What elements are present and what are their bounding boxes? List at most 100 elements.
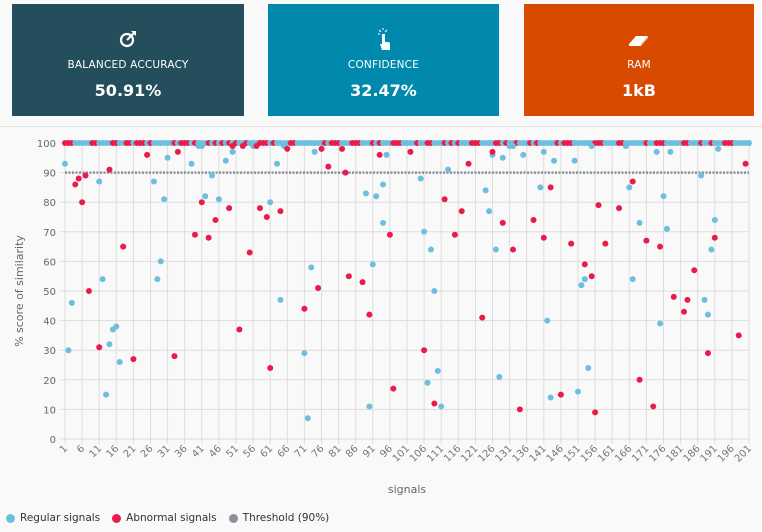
abnormal-signal-point (345, 273, 352, 280)
regular-signal-point (698, 172, 705, 179)
legend-abnormal[interactable]: Abnormal signals (112, 512, 217, 524)
chart-panel (0, 126, 762, 532)
regular-signal-point (362, 190, 369, 197)
regular-signal-point (267, 199, 274, 206)
target-arrow-icon (12, 28, 244, 50)
regular-signal-point (383, 151, 390, 158)
regular-signal-point (667, 148, 674, 155)
abnormal-signal-point (325, 163, 332, 170)
abnormal-signal-point (421, 347, 428, 354)
regular-signal-point (445, 166, 452, 173)
abnormal-signal-point (670, 293, 677, 300)
regular-signal-point (164, 154, 171, 161)
regular-signal-point (417, 175, 424, 182)
legend: Regular signals Abnormal signals Thresho… (6, 512, 329, 524)
abnormal-signal-point (441, 196, 448, 203)
y-tick-label: 90 (43, 169, 56, 180)
regular-signal-point (427, 246, 434, 253)
abnormal-signal-point (629, 178, 636, 185)
x-tick-label: 196 (716, 443, 737, 464)
regular-signal-point (103, 391, 110, 398)
abnormal-signal-point (568, 240, 575, 247)
legend-dot (6, 513, 15, 523)
abnormal-signal-point (540, 234, 547, 241)
regular-signal-point (113, 323, 120, 330)
abnormal-signal-point (592, 409, 599, 416)
legend-dot (112, 513, 122, 523)
regular-signal-point (274, 160, 281, 167)
abnormal-signal-point (390, 385, 397, 392)
abnormal-signal-point (742, 160, 749, 167)
regular-signal-point (380, 181, 387, 188)
y-tick-label: 0 (50, 435, 56, 446)
abnormal-signal-point (684, 296, 691, 303)
regular-signal-point (660, 193, 667, 200)
x-tick-label: 136 (511, 443, 532, 464)
abnormal-signal-point (191, 231, 198, 238)
regular-signal-point (215, 196, 222, 203)
x-tick-label: 46 (207, 443, 224, 460)
abnormal-signal-point (557, 391, 564, 398)
abnormal-signal-point (359, 279, 366, 286)
abnormal-signal-point (144, 151, 151, 158)
abnormal-signal-point (253, 142, 260, 149)
x-tick-label: 21 (122, 443, 139, 460)
x-tick-label: 151 (562, 443, 583, 464)
abnormal-signal-point (263, 214, 270, 220)
regular-signal-point (585, 364, 592, 371)
regular-signal-point (304, 415, 311, 422)
regular-signal-point (636, 219, 643, 226)
regular-signal-point (434, 367, 441, 374)
regular-signal-point (581, 276, 588, 283)
abnormal-signal-point (366, 311, 373, 318)
y-tick-label: 40 (43, 317, 56, 328)
x-tick-label: 186 (682, 443, 703, 464)
abnormal-signal-point (96, 344, 103, 351)
card-label: RAM (627, 59, 651, 71)
legend-regular[interactable]: Regular signals (6, 512, 100, 524)
regular-signal-point (499, 154, 506, 161)
regular-signal-point (277, 296, 284, 303)
regular-signal-point (657, 320, 664, 327)
x-tick-label: 201 (733, 443, 754, 464)
x-tick-label: 66 (276, 443, 293, 460)
abnormal-signal-point (386, 231, 393, 238)
x-tick-label: 166 (613, 443, 634, 464)
regular-signal-point (715, 145, 722, 152)
legend-dot (228, 513, 238, 523)
regular-signal-point (154, 276, 161, 283)
regular-signal-point (622, 142, 629, 149)
card-value: 32.47% (350, 81, 417, 100)
y-tick-label: 50 (43, 287, 56, 298)
abnormal-signal-point (239, 142, 246, 149)
y-tick-label: 60 (43, 257, 56, 268)
abnormal-signal-point (256, 205, 263, 212)
abnormal-signal-point (499, 219, 506, 226)
abnormal-signal-point (226, 205, 233, 212)
regular-signal-point (308, 264, 315, 271)
x-tick-label: 131 (493, 443, 514, 464)
regular-signal-point (653, 148, 660, 155)
abnormal-signal-point (602, 240, 609, 247)
abnormal-signal-point (339, 145, 346, 152)
x-tick-label: 6 (75, 443, 87, 455)
card-value: 50.91% (94, 81, 162, 100)
regular-signal-point (496, 373, 503, 380)
abnormal-signal-point (451, 231, 458, 238)
regular-signal-point (222, 157, 229, 164)
abnormal-signal-point (174, 148, 181, 155)
legend-threshold[interactable]: Threshold (90%) (228, 512, 329, 524)
regular-signal-point (96, 178, 103, 185)
regular-signal-point (626, 184, 633, 191)
regular-signal-point (520, 151, 527, 158)
abnormal-signal-point (581, 261, 588, 268)
abnormal-signal-point (681, 308, 688, 315)
x-tick-label: 31 (156, 443, 173, 460)
x-tick-label: 41 (190, 443, 207, 460)
x-tick-label: 86 (344, 443, 361, 460)
regular-signal-point (746, 140, 752, 146)
x-tick-label: 156 (579, 443, 600, 464)
regular-signal-point (229, 148, 236, 155)
abnormal-signal-point (301, 305, 308, 312)
abnormal-signal-point (75, 175, 82, 182)
